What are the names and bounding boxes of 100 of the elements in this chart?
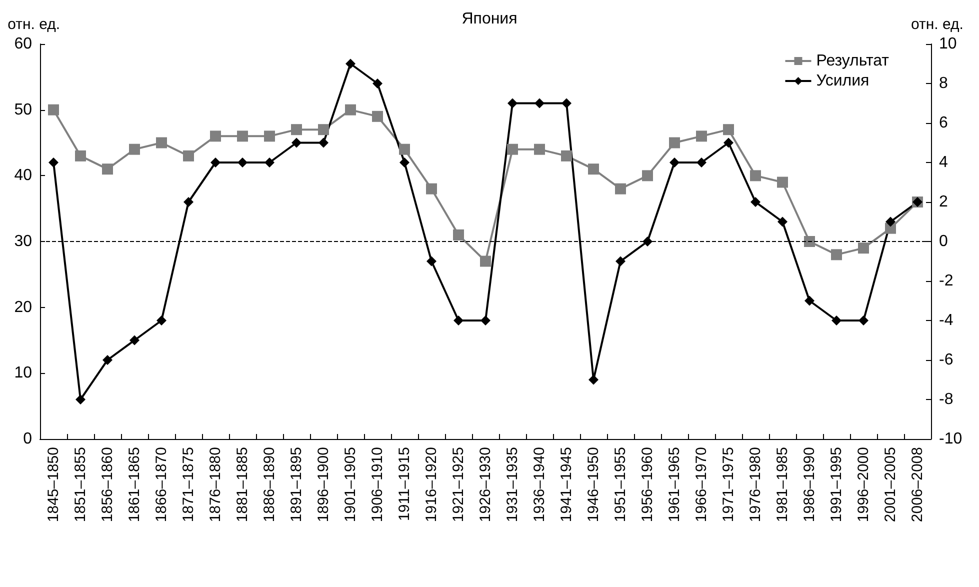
x-tick-label: 1936–1940 — [531, 447, 548, 522]
y2-tick-label: 4 — [939, 154, 948, 171]
point — [480, 256, 491, 267]
y2-axis-title: отн. ед. — [911, 16, 964, 33]
y-tick-label: 60 — [14, 36, 32, 52]
y2-tick-label: -6 — [939, 352, 954, 368]
point — [534, 98, 544, 108]
x-tick-label: 1921–1925 — [450, 447, 467, 522]
point — [724, 138, 734, 148]
point — [183, 150, 194, 162]
x-tick-label: 1911–1915 — [396, 447, 413, 521]
point — [130, 335, 140, 346]
point — [778, 216, 788, 227]
x-tick-label: 1951–1955 — [612, 447, 629, 522]
point — [642, 170, 653, 182]
y2-tick-label: 8 — [939, 75, 948, 92]
y2-tick-label: -8 — [939, 391, 954, 408]
y-tick-label: 10 — [14, 364, 32, 382]
point — [480, 316, 490, 326]
point — [48, 104, 59, 116]
legend-label: Результат — [816, 52, 890, 70]
y2-tick-label: -4 — [939, 312, 954, 329]
y2-tick-label: -2 — [939, 272, 954, 290]
point — [156, 137, 167, 148]
point — [454, 316, 464, 326]
x-tick-label: 1871–1875 — [180, 447, 197, 522]
point — [210, 158, 220, 168]
x-tick-label: 1901–1905 — [342, 447, 359, 522]
point — [102, 164, 113, 175]
y-tick-label: 50 — [14, 101, 32, 118]
x-tick-label: 1926–1930 — [477, 447, 494, 522]
point — [238, 158, 248, 168]
point — [588, 374, 598, 385]
point — [210, 130, 221, 142]
point — [372, 78, 382, 88]
point — [723, 124, 734, 136]
point — [372, 110, 383, 122]
point — [804, 236, 815, 247]
x-tick-label: 1856–1860 — [99, 447, 116, 522]
y-tick-label: 20 — [14, 298, 32, 316]
point — [129, 144, 140, 155]
point — [858, 242, 869, 254]
point — [615, 183, 626, 194]
point — [318, 138, 328, 148]
point — [453, 229, 464, 240]
point — [858, 316, 868, 326]
point — [345, 104, 356, 116]
point — [291, 124, 302, 136]
x-tick-label: 1981–1985 — [774, 447, 791, 522]
point — [696, 158, 706, 168]
point — [750, 170, 761, 182]
point — [264, 158, 274, 168]
point — [804, 296, 814, 306]
point — [508, 98, 518, 108]
point — [562, 98, 572, 108]
legend-label: Усилия — [816, 72, 870, 90]
y2-tick-label: 2 — [939, 194, 948, 210]
point — [400, 158, 410, 168]
point — [184, 197, 194, 207]
x-tick-label: 1881–1885 — [234, 447, 251, 522]
point — [76, 394, 86, 404]
x-tick-label: 2006–2008 — [909, 447, 926, 522]
y2-tick-label: 6 — [939, 114, 948, 132]
point — [886, 216, 896, 227]
y-tick-label: 40 — [14, 167, 32, 184]
x-tick-label: 2001–2005 — [882, 447, 899, 522]
y-tick-label: 30 — [14, 233, 32, 250]
point — [616, 256, 626, 266]
x-tick-label: 1956–1960 — [639, 447, 656, 522]
point — [346, 58, 356, 69]
x-tick-label: 1931–1935 — [504, 447, 521, 522]
point — [48, 158, 58, 168]
x-tick-label: 1941–1945 — [558, 447, 575, 522]
x-tick-label: 1876–1880 — [207, 447, 224, 522]
point — [670, 158, 680, 168]
x-tick-label: 1891–1895 — [288, 447, 305, 522]
x-tick-label: 1916–1920 — [423, 447, 440, 522]
point — [75, 150, 86, 162]
x-tick-label: 1886–1890 — [261, 447, 278, 522]
point — [777, 176, 788, 188]
point — [237, 130, 248, 142]
x-tick-label: 1866–1870 — [153, 447, 170, 522]
point — [534, 144, 545, 155]
chart-title: Япония — [462, 10, 518, 28]
y2-tick-label: 10 — [939, 36, 957, 52]
x-tick-label: 1961–1965 — [666, 447, 683, 522]
x-tick-label: 1906–1910 — [369, 447, 386, 522]
x-tick-label: 1851–1855 — [72, 447, 89, 522]
x-tick-label: 1986–1990 — [801, 447, 818, 522]
y-tick-label: 0 — [23, 430, 32, 448]
x-tick-label: 1946–1950 — [585, 447, 602, 522]
point — [399, 144, 410, 155]
point — [561, 150, 572, 162]
point — [156, 316, 166, 326]
point — [750, 197, 760, 207]
point — [318, 124, 329, 136]
x-tick-label: 1971–1975 — [720, 447, 737, 522]
x-tick-label: 1896–1900 — [315, 447, 332, 522]
point — [832, 316, 842, 326]
x-tick-label: 1845–1850 — [45, 447, 62, 522]
